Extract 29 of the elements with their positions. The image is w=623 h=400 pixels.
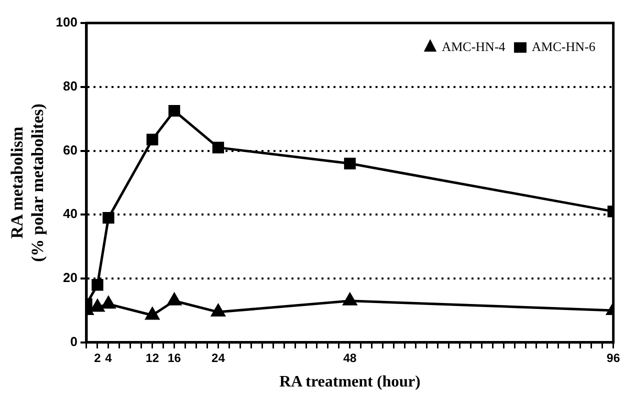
point (211, 304, 226, 317)
point (102, 212, 114, 224)
x-tick-label: 4 (105, 350, 112, 365)
legend-label: AMC-HN-4 (442, 38, 506, 54)
y-tick-label: 100 (56, 14, 78, 30)
y-tick-label: 20 (63, 270, 78, 286)
x-tick-label: 16 (168, 350, 182, 365)
y-axis-title: RA metabolism (% polar metabolites) (8, 104, 47, 262)
point (102, 296, 116, 309)
legend-label: AMC-HN-6 (532, 38, 596, 54)
point (212, 142, 224, 154)
point (92, 279, 104, 291)
point (168, 104, 180, 117)
x-tick-label: 24 (212, 350, 226, 365)
x-axis-title: RA treatment (hour) (279, 374, 420, 391)
x-tick-label: 96 (606, 350, 620, 365)
y-tick-label: 60 (63, 142, 78, 158)
point (146, 134, 158, 146)
x-tick-label: 2 (94, 350, 102, 365)
y-tick-label: 0 (70, 334, 78, 349)
point (145, 308, 160, 320)
x-tick-label: 48 (343, 350, 357, 365)
y-tick-label: 80 (63, 78, 78, 94)
y-tick-label: 40 (63, 206, 78, 222)
x-tick-label: 12 (146, 350, 160, 365)
point (90, 300, 104, 312)
point (344, 158, 356, 170)
point (343, 293, 357, 306)
point (167, 293, 182, 306)
